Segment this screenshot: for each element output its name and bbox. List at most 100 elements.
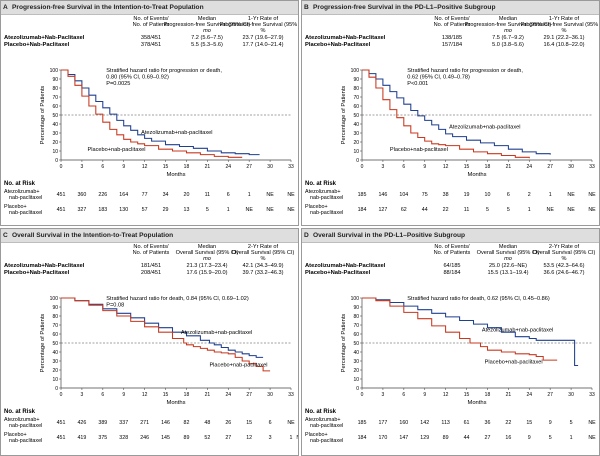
y-tick-label: 10 [52,377,58,383]
panel-title: Progression-free Survival in the PD-L1–P… [313,4,496,11]
curve-placebo [61,69,243,158]
x-tick-label: 0 [361,164,364,170]
x-tick-label: 0 [361,392,364,398]
x-tick-label: 12 [142,164,148,170]
y-tick-label: 90 [52,77,58,83]
risk-value: NE [287,420,295,426]
risk-value: 375 [98,435,107,441]
y-tick-label: 80 [353,314,359,320]
panel-letter: C [3,232,8,239]
y-tick-label: 100 [50,296,59,302]
risk-value: NE [547,207,555,213]
x-axis-title: Months [166,400,185,406]
hazard-ratio-text: P=0.08 [106,303,124,309]
x-tick-label: 24 [225,392,231,398]
risk-value: 146 [161,420,170,426]
table-header-median: Median [198,244,216,250]
risk-value: 5 [507,207,510,213]
x-tick-label: 30 [267,164,273,170]
risk-value: 451 [57,435,66,441]
risk-value: NE [588,207,596,213]
table-row-events: 157/184 [442,42,462,48]
risk-value: 1 [227,207,230,213]
table-row-label: Atezolizumab+Nab-Paclitaxel [4,35,85,41]
y-tick-label: 40 [353,350,359,356]
risk-value: 2 [528,192,531,198]
table-row-label: Atezolizumab+Nab-Paclitaxel [305,263,386,269]
curve-atezolizumab [61,297,264,358]
label-atezolizumab: Atezolizumab+nab-paclitaxel [449,125,520,131]
x-tick-label: 27 [547,164,553,170]
x-tick-label: 30 [568,392,574,398]
risk-row-label: Atezolizumab+ [305,417,341,423]
table-header-events: No. of Events/ [133,244,169,250]
x-tick-label: 27 [547,392,553,398]
risk-row-label-2: nab-paclitaxel [310,195,343,201]
table-row-rate: 29.1 (22.2–36.1) [543,35,584,41]
risk-value: 26 [225,420,231,426]
risk-value: 337 [119,420,128,426]
risk-row-label-2: nab-paclitaxel [310,423,343,429]
table-row-median: 15.5 (13.1–19.4) [487,270,528,276]
x-tick-label: 6 [101,392,104,398]
x-tick-label: 3 [81,164,84,170]
risk-value: 5 [549,435,552,441]
x-tick-label: 12 [142,392,148,398]
y-tick-label: 30 [353,359,359,365]
risk-value: 147 [399,435,408,441]
x-tick-label: 30 [568,164,574,170]
risk-value: NE [588,420,596,426]
x-axis-title: Months [467,172,486,178]
label-placebo: Placebo+nab-paclitaxel [209,362,267,368]
y-tick-label: 50 [52,341,58,347]
table-header-median-unit: mo [203,28,211,34]
table-header-rate-2: Progression-free Survival (95% CI) [521,22,599,28]
curve-atezolizumab [61,69,260,156]
x-tick-label: 18 [184,392,190,398]
y-tick-label: 40 [353,122,359,128]
y-tick-label: 80 [52,86,58,92]
table-header-rate-unit: % [261,256,266,262]
panel-a: A Progression-free Survival in the Intent… [0,0,299,226]
table-header-events: No. of Events/ [133,16,169,22]
risk-value: 146 [378,192,387,198]
x-axis-title: Months [166,172,185,178]
y-tick-label: 60 [52,104,58,110]
y-tick-label: 100 [351,296,360,302]
x-tick-label: 30 [267,392,273,398]
y-tick-label: 0 [356,386,359,392]
x-tick-label: 18 [485,392,491,398]
risk-value: 160 [399,420,408,426]
risk-value: 44 [464,435,470,441]
y-tick-label: 10 [353,377,359,383]
risk-value: 22 [443,207,449,213]
risk-value: 1 [290,435,293,441]
risk-value: 15 [526,420,532,426]
hazard-ratio-text: 0.80 (95% CI, 0.69–0.92) [106,75,169,81]
risk-value: 184 [358,435,367,441]
risk-value: 419 [77,435,86,441]
table-header-events: No. of Events/ [434,16,470,22]
risk-value: 57 [142,207,148,213]
risk-value: 13 [184,207,190,213]
chart-d-svg: No. of Events/No. of PatientsMedianOvera… [305,244,596,444]
risk-value: 6 [269,420,272,426]
y-axis-title: Percentage of Patients [40,86,46,145]
hazard-ratio-text: Stratified hazard ratio for progression … [106,68,222,74]
risk-value: 20 [184,192,190,198]
table-header-rate-2: Progression-free Survival (95% CI) [220,22,298,28]
chart-a-svg: No. of Events/No. of PatientsMedianProgr… [4,16,298,216]
table-row-rate: 16.4 (10.8–22.0) [543,42,584,48]
table-row-label: Placebo+Nab-Paclitaxel [305,42,371,48]
panel-letter: B [304,4,309,11]
x-tick-label: 33 [589,392,595,398]
risk-value: 61 [464,420,470,426]
risk-value: 130 [119,207,128,213]
table-header-median-2: Overall Survival (95% CI) [477,250,540,256]
label-atezolizumab: Atezolizumab+nab-paclitaxel [482,327,553,333]
table-header-rate-unit: % [562,28,567,34]
x-tick-label: 6 [402,392,405,398]
table-header-median-unit: mo [504,256,512,262]
risk-value: NE [287,207,295,213]
x-tick-label: 3 [382,392,385,398]
